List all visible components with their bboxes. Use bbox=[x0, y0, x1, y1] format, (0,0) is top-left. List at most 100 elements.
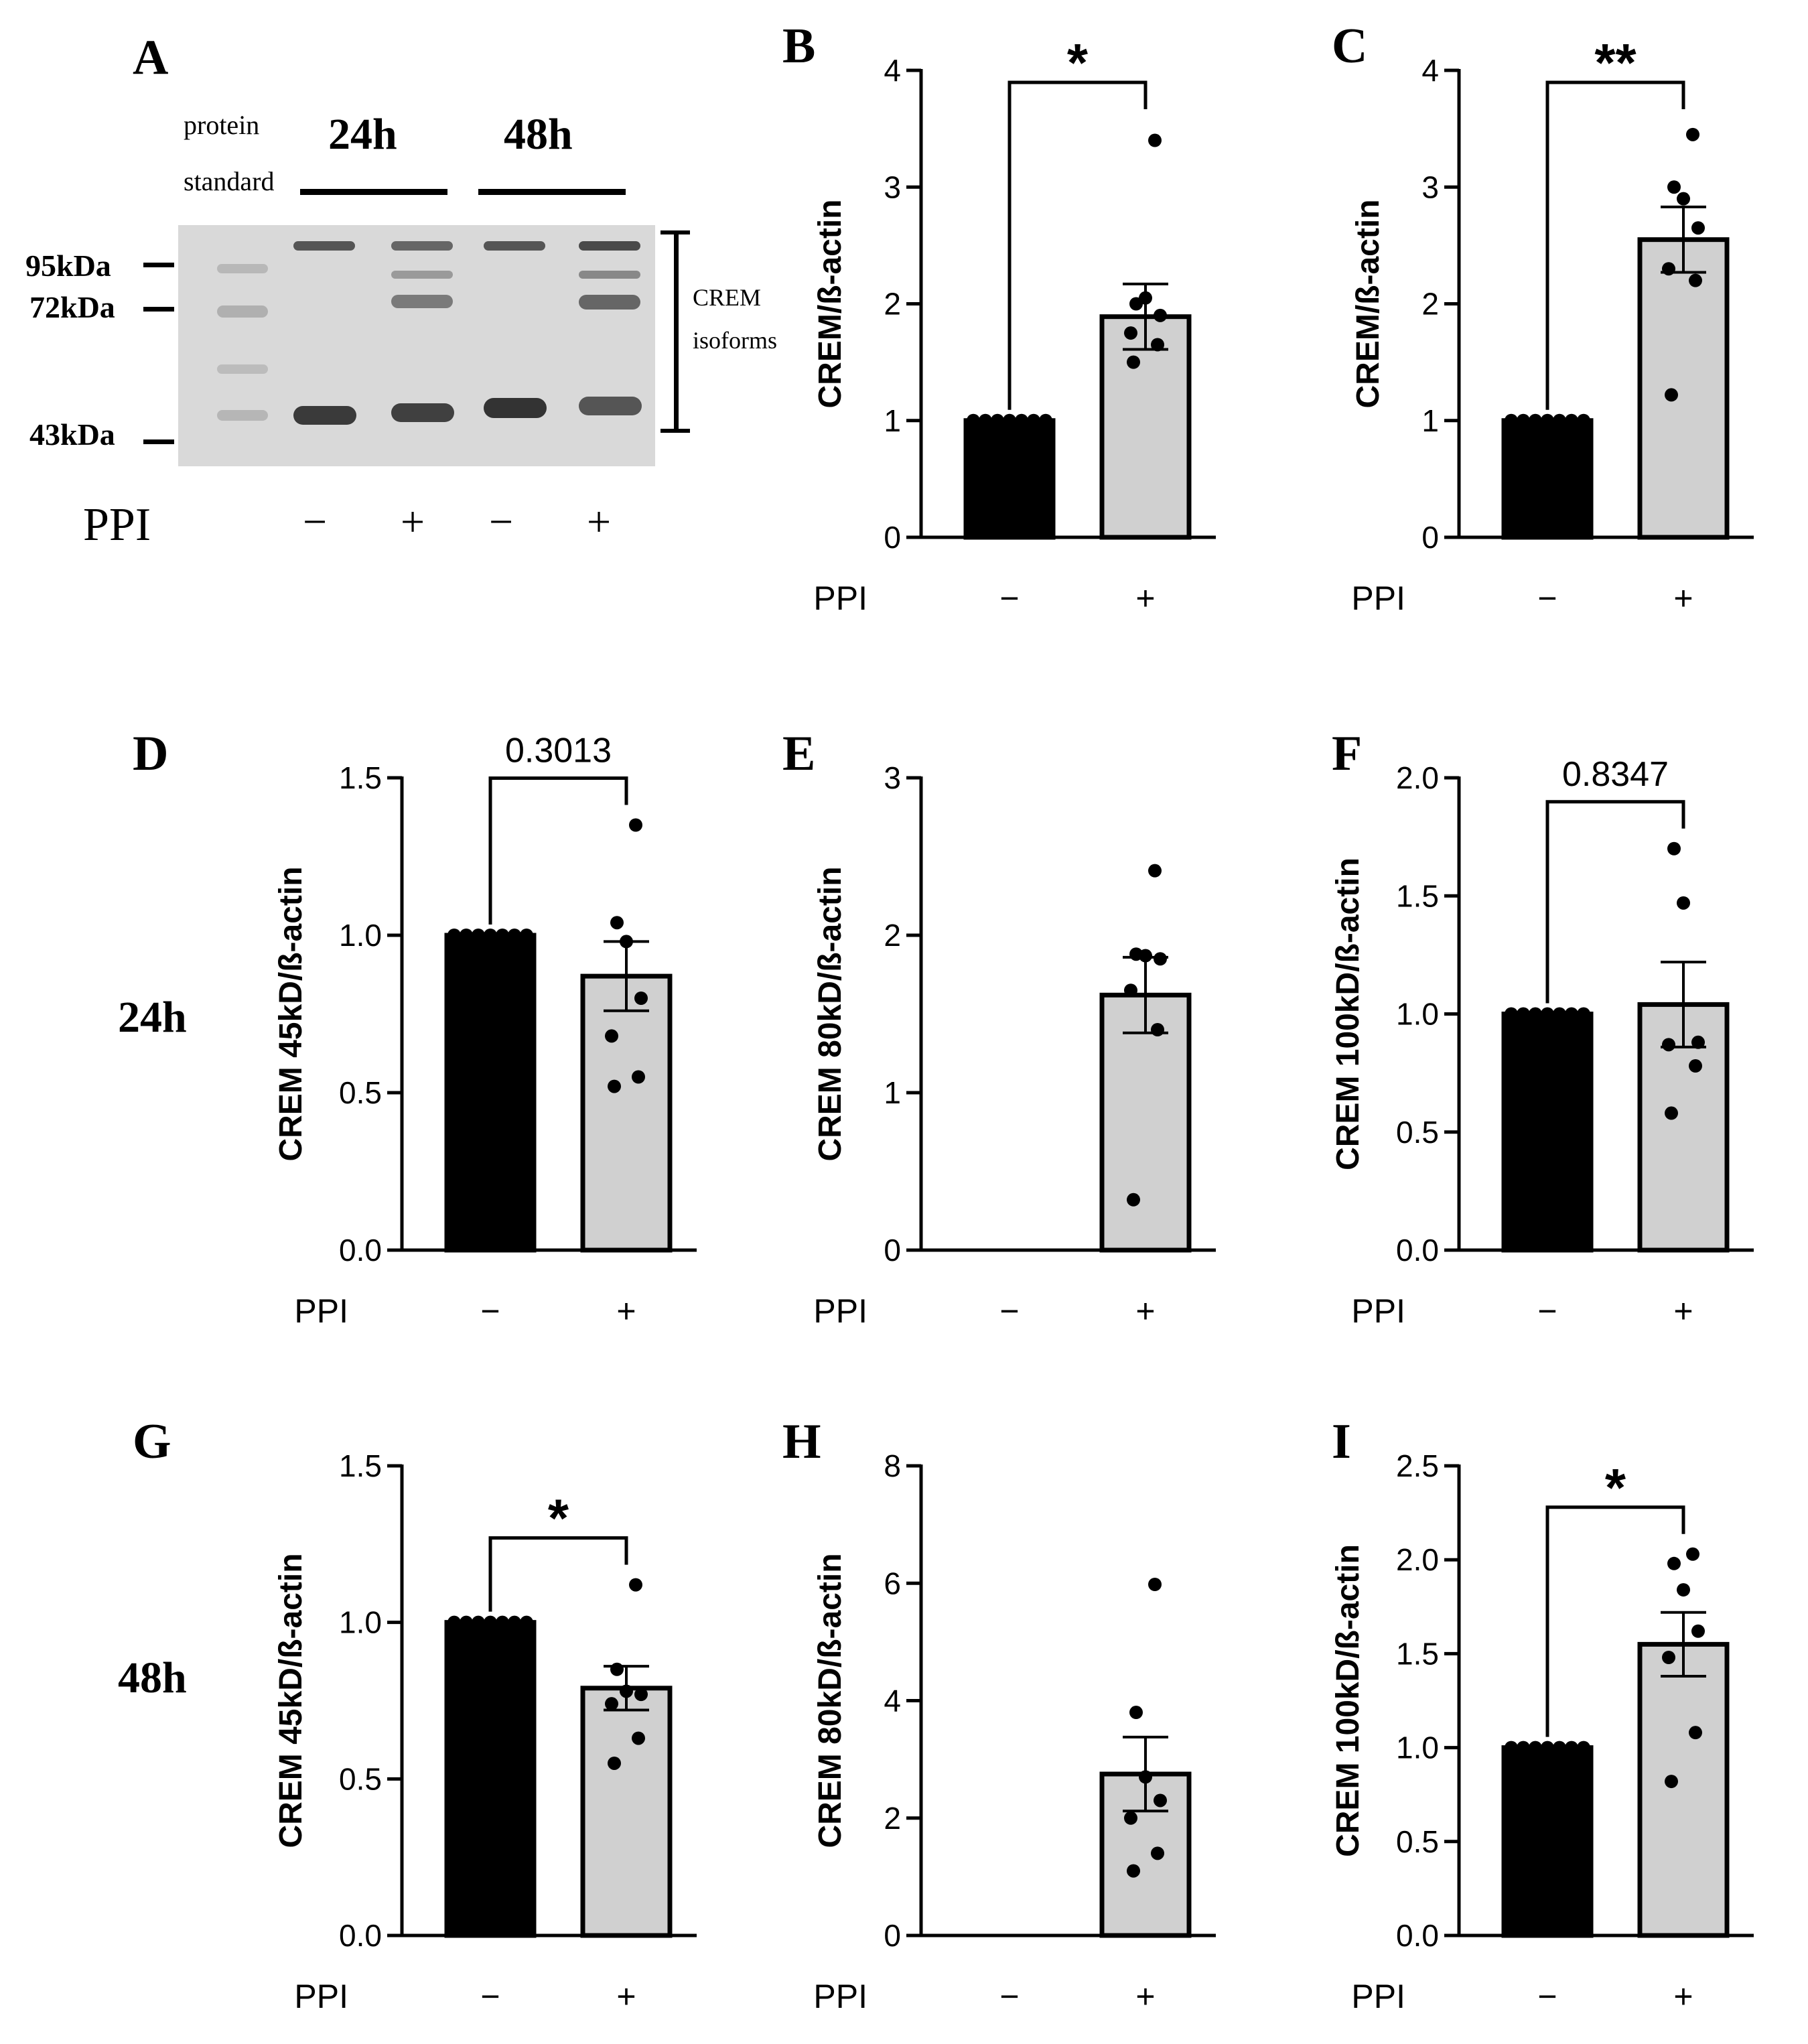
data-point bbox=[608, 1079, 621, 1093]
data-point bbox=[1529, 413, 1542, 427]
crem-isoforms-label: CREM bbox=[693, 284, 761, 311]
data-point bbox=[991, 413, 1004, 427]
data-point bbox=[1577, 1007, 1590, 1021]
ppi-label: PPI bbox=[294, 1978, 348, 2015]
bar bbox=[444, 1620, 537, 1938]
y-tick-label: 1 bbox=[884, 1075, 901, 1110]
data-point bbox=[1127, 355, 1140, 369]
data-point bbox=[629, 1578, 642, 1592]
ladder-band bbox=[217, 364, 268, 374]
data-point bbox=[1505, 1007, 1518, 1021]
blot-time-24h: 24h bbox=[328, 110, 397, 159]
ladder-band bbox=[217, 410, 268, 421]
data-point bbox=[634, 992, 648, 1005]
marker-72kda: 72kDa bbox=[29, 290, 115, 324]
data-point bbox=[610, 1662, 624, 1676]
bar bbox=[1099, 314, 1192, 540]
data-point bbox=[1565, 1007, 1578, 1021]
data-point bbox=[1148, 1578, 1162, 1592]
data-point bbox=[1154, 308, 1167, 322]
panel-letter-g: G bbox=[133, 1414, 171, 1469]
y-tick-label: 0.5 bbox=[339, 1075, 382, 1110]
data-point bbox=[1124, 983, 1137, 998]
data-point bbox=[496, 1615, 509, 1629]
y-tick-label: 0 bbox=[884, 520, 901, 555]
chart-panel-f: F 0.0 0.5 1.0 1.5 2.0 CREM 100kD/ß-actin 0.8347… bbox=[1330, 726, 1754, 1330]
blot-band bbox=[391, 403, 454, 422]
y-tick-label: 0 bbox=[884, 1233, 901, 1268]
data-point bbox=[1124, 1811, 1137, 1825]
bar bbox=[1637, 1641, 1730, 1938]
data-point bbox=[1151, 1846, 1164, 1860]
blot-band bbox=[391, 295, 453, 308]
data-point bbox=[634, 1688, 648, 1702]
data-point bbox=[1027, 413, 1040, 427]
y-axis-label: CREM 80kD/ß-actin bbox=[813, 1553, 848, 1848]
significance-bracket bbox=[488, 776, 628, 925]
data-point bbox=[1691, 1624, 1705, 1638]
y-tick-label: 2.5 bbox=[1396, 1448, 1439, 1483]
y-tick-label: 2 bbox=[884, 1801, 901, 1836]
marker-tick bbox=[143, 307, 174, 312]
data-point bbox=[979, 413, 992, 427]
y-tick-label: 0 bbox=[1421, 520, 1439, 555]
data-point bbox=[1124, 326, 1137, 340]
blot-ppi-sign: + bbox=[401, 498, 425, 545]
ladder-band bbox=[217, 264, 268, 273]
data-point bbox=[1127, 1864, 1140, 1878]
data-point bbox=[1127, 1193, 1140, 1207]
x-tick-label: − bbox=[999, 1978, 1019, 2015]
data-point bbox=[508, 929, 521, 942]
bar bbox=[1501, 418, 1594, 540]
data-point bbox=[1517, 1741, 1530, 1755]
blot-band bbox=[293, 241, 355, 251]
x-tick-label: + bbox=[1135, 580, 1155, 617]
y-tick-label: 0.0 bbox=[339, 1233, 382, 1268]
y-tick-label: 2 bbox=[884, 287, 901, 322]
data-point bbox=[1129, 297, 1143, 311]
data-point bbox=[632, 1070, 645, 1084]
bar bbox=[1099, 992, 1192, 1253]
y-tick-label: 4 bbox=[884, 1684, 901, 1718]
data-point bbox=[1139, 1770, 1152, 1784]
x-tick-label: + bbox=[616, 1292, 636, 1330]
data-point bbox=[1553, 413, 1566, 427]
data-point bbox=[1577, 1741, 1590, 1755]
data-point bbox=[632, 1731, 645, 1745]
data-point bbox=[1154, 1793, 1167, 1808]
y-tick-label: 1.0 bbox=[1396, 997, 1439, 1032]
data-point bbox=[1665, 388, 1678, 402]
data-point bbox=[1129, 1706, 1143, 1720]
y-tick-label: 8 bbox=[884, 1448, 901, 1483]
panel-letter-h: H bbox=[782, 1414, 821, 1469]
significance-label: ** bbox=[1594, 33, 1637, 92]
data-point bbox=[1553, 1007, 1566, 1021]
row-label-24h: 24h bbox=[118, 993, 187, 1042]
y-tick-label: 0.0 bbox=[1396, 1918, 1439, 1953]
x-tick-label: + bbox=[1673, 1978, 1693, 2015]
y-tick-label: 2 bbox=[884, 918, 901, 953]
marker-43kda: 43kDa bbox=[29, 417, 115, 452]
data-point bbox=[1689, 1726, 1702, 1740]
bar bbox=[1501, 1012, 1594, 1253]
blot-band bbox=[579, 271, 640, 279]
x-tick-label: − bbox=[480, 1292, 500, 1330]
significance-bracket bbox=[488, 1536, 628, 1612]
data-point bbox=[460, 929, 473, 942]
bar bbox=[963, 418, 1056, 540]
data-point bbox=[1667, 180, 1681, 194]
data-point bbox=[1677, 1583, 1690, 1597]
data-point bbox=[1691, 221, 1705, 235]
y-axis-label: CREM 80kD/ß-actin bbox=[813, 866, 848, 1161]
isoform-bracket bbox=[674, 232, 679, 431]
isoform-bracket-top bbox=[660, 230, 690, 234]
x-tick-label: − bbox=[999, 1292, 1019, 1330]
blot-band bbox=[484, 398, 547, 418]
y-axis-label: CREM 100kD/ß-actin bbox=[1330, 858, 1366, 1170]
chart-panel-c: C 0 1 2 3 4 CREM/ß-actin ** PPI − + bbox=[1332, 19, 1754, 617]
chart-panel-g: G 0.0 0.5 1.0 1.5 CREM 45kD/ß-actin * PPI − + bbox=[133, 1414, 697, 2015]
data-point bbox=[1015, 413, 1028, 427]
y-tick-label: 1 bbox=[1421, 403, 1439, 438]
x-tick-label: − bbox=[480, 1978, 500, 2015]
blot-image bbox=[178, 225, 655, 466]
